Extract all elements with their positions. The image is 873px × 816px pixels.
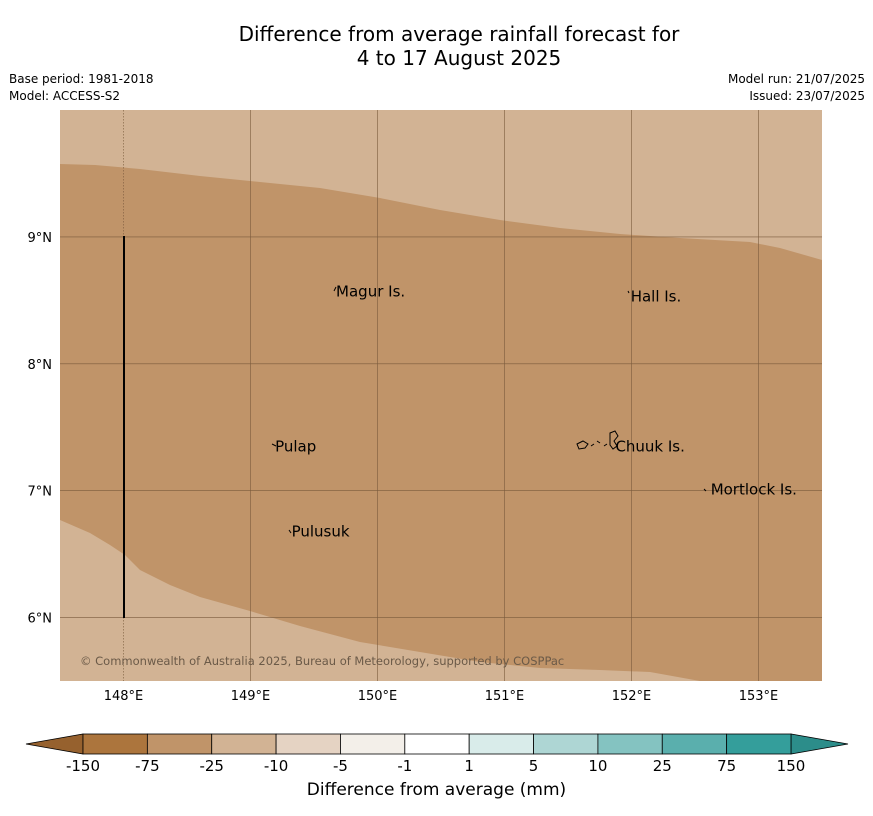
colorbar-under-arrow <box>25 733 84 755</box>
colorbar-segment <box>275 733 341 755</box>
magur-outline <box>333 286 337 292</box>
pulusuk-outline <box>288 529 292 534</box>
colorbar-segment <box>404 733 470 755</box>
title-line-1: Difference from average rainfall forecas… <box>238 22 680 46</box>
colorbar-segment <box>146 733 213 755</box>
title-line-2: 4 to 17 August 2025 <box>356 46 562 70</box>
model-name: Model: ACCESS-S2 <box>9 89 121 103</box>
place-label: Mortlock Is. <box>711 480 797 498</box>
lon-tick-label: 149°E <box>231 689 271 704</box>
colorbar-tick-label: 10 <box>588 757 607 775</box>
colorbar-label: Difference from average (mm) <box>306 780 567 800</box>
colorbar-segment <box>340 733 406 755</box>
colorbar-segment <box>533 733 599 755</box>
colorbar-over-arrow <box>790 733 849 755</box>
lon-tick-label: 153°E <box>739 689 779 704</box>
colorbar-tick-label: -75 <box>135 757 160 775</box>
base-period: Base period: 1981-2018 <box>9 72 154 86</box>
colorbar-segment <box>597 733 663 755</box>
issued-date: Issued: 23/07/2025 <box>749 89 865 103</box>
mortlock-outline <box>703 488 707 492</box>
colorbar-tick-label: 1 <box>464 757 474 775</box>
hall-outline <box>627 290 630 294</box>
place-labels: Magur Is. Hall Is. Pulap Chuuk Is. Mortlock … <box>275 282 797 540</box>
lon-tick-label: 151°E <box>485 689 525 704</box>
lat-tick-label: 8°N <box>28 358 53 373</box>
lat-tick-label: 9°N <box>28 231 53 246</box>
pulap-outline <box>271 443 277 447</box>
colorbar-segment <box>468 733 534 755</box>
colorbar-tick-label: 75 <box>717 757 736 775</box>
place-label: Hall Is. <box>631 288 682 306</box>
meta-right: Model run: 21/07/2025 Issued: 23/07/2025 <box>728 71 865 105</box>
colorbar-tick-label: -10 <box>264 757 289 775</box>
colorbar-segment <box>211 733 277 755</box>
lon-tick-label: 148°E <box>104 689 144 704</box>
place-label: Chuuk Is. <box>615 437 684 455</box>
copyright-text: © Commonwealth of Australia 2025, Bureau… <box>80 654 564 668</box>
island-outlines <box>271 286 707 534</box>
colorbar-segment <box>726 733 792 755</box>
colorbar-tick-label: 25 <box>653 757 672 775</box>
colorbar-tick-label: -1 <box>397 757 412 775</box>
meta-left: Base period: 1981-2018 Model: ACCESS-S2 <box>9 71 154 105</box>
lat-tick-label: 6°N <box>28 612 53 627</box>
colorbar-segment <box>661 733 728 755</box>
colorbar-tick-label: -150 <box>66 757 100 775</box>
lat-tick-label: 7°N <box>28 485 53 500</box>
colorbar: -150 -75 -25 -10 -5 -1 1 5 10 25 75 150 <box>25 733 849 775</box>
colorbar-tick-label: 5 <box>529 757 539 775</box>
chuuk-lagoon-outline <box>576 430 619 450</box>
colorbar-segment <box>82 733 148 755</box>
lon-tick-label: 150°E <box>358 689 398 704</box>
place-label: Magur Is. <box>336 282 405 300</box>
axis-tick-labels: 148°E 149°E 150°E 151°E 152°E 153°E 9°N 8°N 7°N 6… <box>28 231 779 704</box>
model-run: Model run: 21/07/2025 <box>727 72 865 86</box>
place-label: Pulap <box>275 437 316 455</box>
lon-tick-label: 152°E <box>612 689 652 704</box>
colorbar-tick-label: -25 <box>199 757 224 775</box>
colorbar-tick-label: -5 <box>333 757 348 775</box>
chart-title: Difference from average rainfall forecas… <box>0 22 873 70</box>
place-label: Pulusuk <box>292 522 350 540</box>
colorbar-tick-label: 150 <box>777 757 806 775</box>
